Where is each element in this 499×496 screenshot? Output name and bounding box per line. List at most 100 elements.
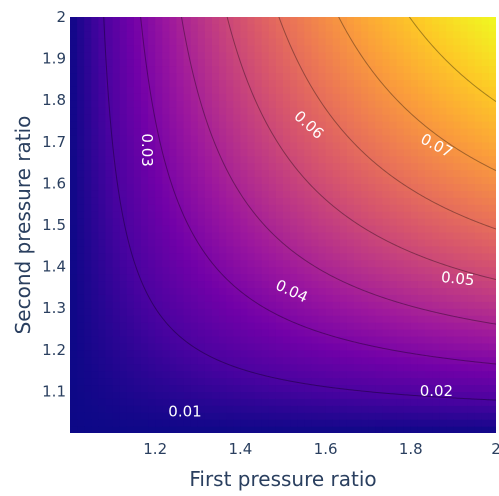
heatmap-cell bbox=[247, 349, 256, 358]
heatmap-cell bbox=[261, 225, 270, 233]
heatmap-cell bbox=[190, 294, 199, 302]
heatmap-cell bbox=[77, 426, 85, 433]
heatmap-cell bbox=[474, 294, 483, 302]
heatmap-cell bbox=[467, 349, 476, 358]
heatmap-cell bbox=[141, 398, 149, 406]
heatmap-cell bbox=[226, 391, 234, 399]
heatmap-cell bbox=[183, 121, 192, 129]
heatmap-cell bbox=[410, 287, 419, 295]
heatmap-cell bbox=[410, 218, 419, 226]
heatmap-cell bbox=[346, 121, 355, 129]
heatmap-cell bbox=[375, 238, 383, 247]
heatmap-cell bbox=[148, 72, 156, 80]
heatmap-cell bbox=[446, 197, 454, 205]
heatmap-cell bbox=[467, 335, 476, 344]
heatmap-cell bbox=[474, 356, 483, 365]
heatmap-cell bbox=[354, 322, 362, 330]
heatmap-cell bbox=[375, 252, 383, 261]
heatmap-cell bbox=[70, 148, 78, 157]
heatmap-cell bbox=[204, 107, 213, 115]
heatmap-cell bbox=[332, 398, 341, 406]
heatmap-cell bbox=[226, 398, 234, 406]
heatmap-cell bbox=[268, 218, 277, 226]
heatmap-cell bbox=[212, 315, 220, 323]
heatmap-cell bbox=[410, 100, 419, 108]
heatmap-cell bbox=[212, 17, 220, 25]
heatmap-cell bbox=[275, 114, 284, 122]
heatmap-cell bbox=[133, 51, 142, 60]
heatmap-cell bbox=[77, 79, 85, 87]
heatmap-cell bbox=[77, 294, 85, 302]
heatmap-cell bbox=[112, 197, 121, 205]
heatmap-cell bbox=[84, 391, 92, 399]
heatmap-cell bbox=[425, 190, 433, 198]
heatmap-cell bbox=[439, 266, 447, 275]
heatmap-cell bbox=[226, 377, 234, 386]
heatmap-cell bbox=[162, 148, 170, 157]
heatmap-cell bbox=[183, 356, 192, 365]
heatmap-cell bbox=[247, 51, 256, 60]
heatmap-cell bbox=[332, 252, 341, 261]
heatmap-cell bbox=[233, 155, 241, 164]
heatmap-cell bbox=[197, 23, 206, 32]
heatmap-cell bbox=[432, 51, 440, 60]
heatmap-cell bbox=[382, 107, 391, 115]
heatmap-cell bbox=[105, 65, 114, 74]
heatmap-cell bbox=[339, 349, 348, 358]
heatmap-cell bbox=[346, 93, 355, 101]
heatmap-cell bbox=[467, 287, 476, 295]
heatmap-cell bbox=[105, 412, 114, 420]
heatmap-cell bbox=[318, 183, 327, 191]
heatmap-cell bbox=[332, 426, 341, 433]
heatmap-cell bbox=[190, 162, 199, 171]
heatmap-cell bbox=[84, 127, 92, 136]
heatmap-cell bbox=[474, 127, 483, 136]
heatmap-cell bbox=[339, 44, 348, 53]
heatmap-cell bbox=[98, 273, 107, 282]
heatmap-cell bbox=[354, 301, 362, 309]
contour-lines bbox=[103, 17, 496, 401]
heatmap-cell bbox=[361, 308, 369, 316]
heatmap-cell bbox=[410, 211, 419, 219]
heatmap-cell bbox=[297, 17, 305, 25]
heatmap-cell bbox=[240, 127, 249, 136]
heatmap-cell bbox=[446, 86, 454, 94]
heatmap-cell bbox=[268, 197, 277, 205]
heatmap-cell bbox=[148, 197, 156, 205]
heatmap-cell bbox=[339, 93, 348, 101]
heatmap-cell bbox=[190, 218, 199, 226]
heatmap-cell bbox=[204, 280, 213, 288]
heatmap-cell bbox=[226, 280, 234, 288]
heatmap-cell bbox=[226, 294, 234, 302]
heatmap-cell bbox=[197, 30, 206, 39]
heatmap-cell bbox=[98, 197, 107, 205]
heatmap-cell bbox=[354, 190, 362, 198]
heatmap-cell bbox=[254, 426, 263, 433]
heatmap-cell bbox=[148, 426, 156, 433]
heatmap-cell bbox=[453, 17, 462, 25]
heatmap-cell bbox=[346, 231, 355, 240]
heatmap-cell bbox=[261, 44, 270, 53]
heatmap-cell bbox=[410, 17, 419, 25]
heatmap-cell bbox=[141, 329, 149, 337]
heatmap-cell bbox=[417, 419, 426, 427]
heatmap-cell bbox=[382, 79, 391, 87]
heatmap-cell bbox=[105, 17, 114, 25]
heatmap-cell bbox=[346, 37, 355, 46]
heatmap-cell bbox=[183, 190, 192, 198]
heatmap-cell bbox=[183, 308, 192, 316]
heatmap-cell bbox=[339, 384, 348, 392]
heatmap-cell bbox=[346, 183, 355, 191]
heatmap-cell bbox=[176, 225, 185, 233]
heatmap-cell bbox=[261, 238, 270, 247]
heatmap-cell bbox=[197, 238, 206, 247]
heatmap-cell bbox=[460, 391, 469, 399]
heatmap-cell bbox=[403, 294, 412, 302]
heatmap-cell bbox=[176, 197, 185, 205]
heatmap-cell bbox=[254, 287, 263, 295]
heatmap-cell bbox=[77, 183, 85, 191]
heatmap-cell bbox=[481, 72, 490, 80]
heatmap-cell bbox=[84, 107, 92, 115]
heatmap-cell bbox=[403, 245, 412, 254]
heatmap-cell bbox=[439, 100, 447, 108]
